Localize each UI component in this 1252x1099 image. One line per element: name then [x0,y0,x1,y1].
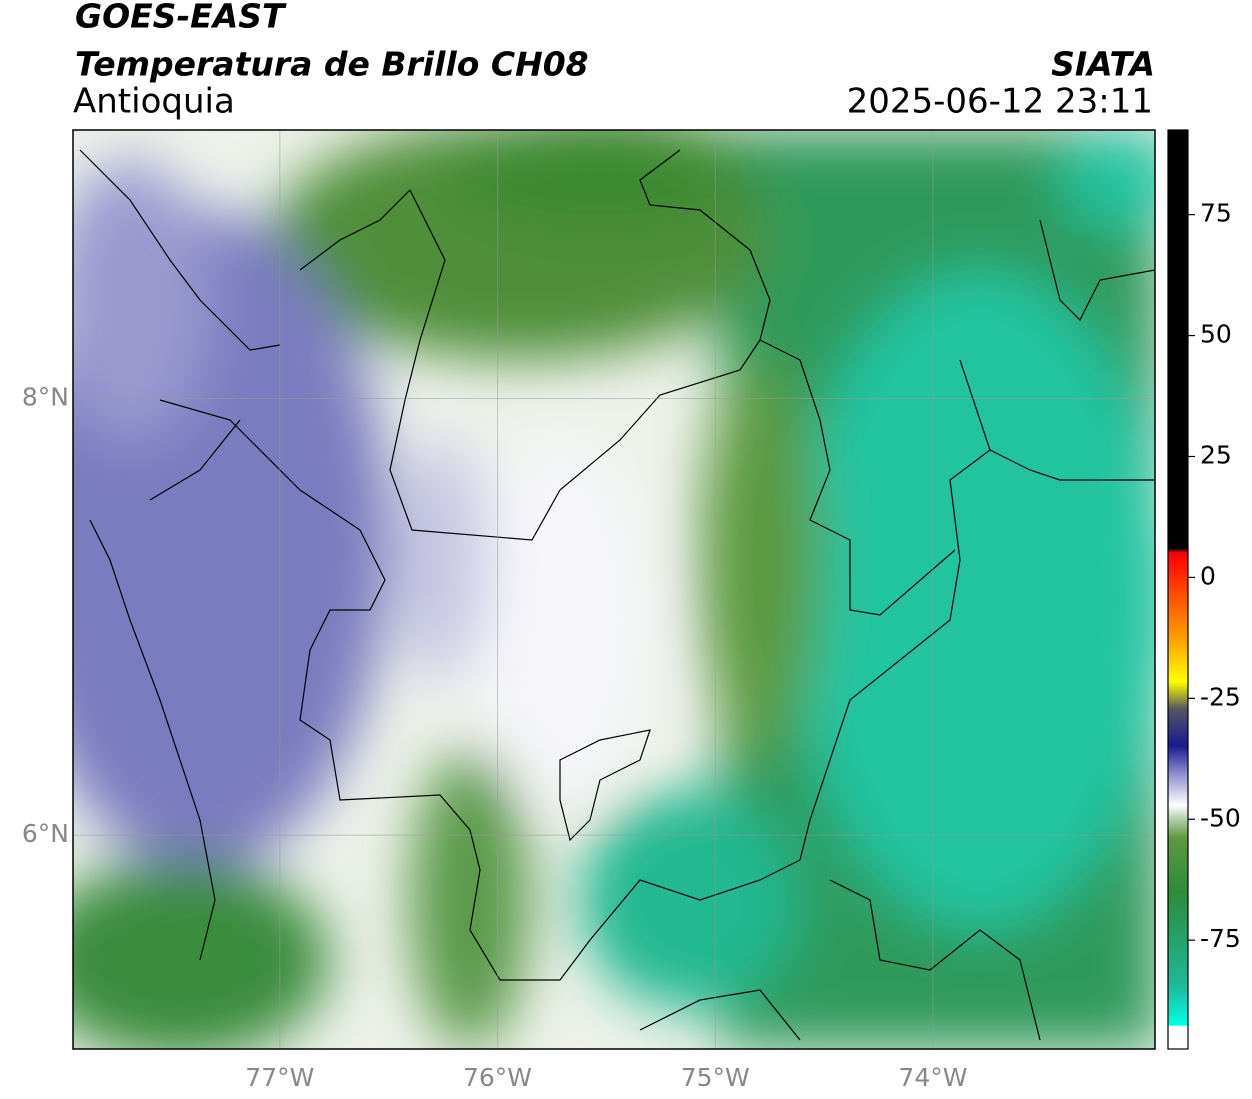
source: SIATA [1051,45,1155,84]
x-tick-label: 77°W [245,1063,314,1092]
x-tick-label: 76°W [463,1063,532,1092]
y-tick-label: 6°N [22,819,69,848]
colorbar-tick-label: 50 [1200,320,1232,349]
satellite-image [73,130,1155,1049]
x-tick-label: 74°W [898,1063,967,1092]
boundaries [79,149,1155,1041]
colorbar-tick-label: -75 [1200,924,1241,953]
grid [73,130,1155,1049]
x-tick-label: 75°W [681,1063,750,1092]
map-frame [72,129,1156,1050]
colorbar-tick-label: 75 [1200,199,1232,228]
timestamp: 2025-06-12 23:11 [847,82,1153,122]
subtitle: Temperatura de Brillo CH08 [75,45,589,84]
colorbar-tick-label: -25 [1200,682,1241,711]
y-tick-label: 8°N [22,382,69,411]
colorbar-tick-label: 0 [1200,561,1216,590]
region: Antioquia [73,82,235,122]
colorbar [1167,129,1189,1050]
colorbar-tick-label: -50 [1200,803,1241,832]
title: GOES-EAST [75,0,287,36]
colorbar-tick-label: 25 [1200,440,1232,469]
